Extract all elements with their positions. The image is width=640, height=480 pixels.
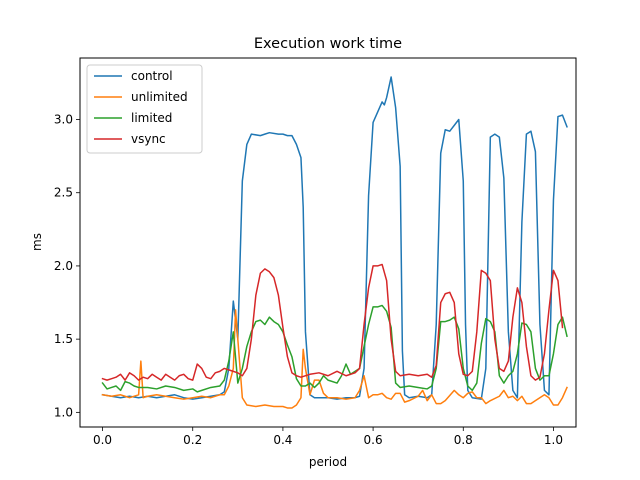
x-tick-label: 0.0 [93,433,112,447]
y-axis-ticks: 1.0 1.5 2.0 2.5 3.0 [54,113,80,419]
series-layer [101,76,568,409]
legend: control unlimited limited vsync [86,64,203,154]
legend-label-vsync: vsync [131,132,166,146]
x-tick-label: 1.0 [544,433,563,447]
series-line-unlimited [101,309,568,409]
x-tick-label: 0.4 [273,433,292,447]
y-tick-label: 3.0 [54,113,73,127]
x-axis-ticks: 0.0 0.2 0.4 0.6 0.8 1.0 [93,427,563,447]
y-tick-label: 2.0 [54,259,73,273]
y-axis-label: ms [30,233,44,251]
y-tick-label: 2.5 [54,186,73,200]
legend-label-limited: limited [131,111,172,125]
y-tick-label: 1.0 [54,405,73,419]
legend-label-unlimited: unlimited [131,90,188,104]
series-line-control [101,76,568,400]
plot-frame [79,57,577,428]
x-tick-label: 0.2 [183,433,202,447]
y-tick-label: 1.5 [54,332,73,346]
x-tick-label: 0.6 [364,433,383,447]
chart-title: Execution work time [254,36,402,52]
x-tick-label: 0.8 [454,433,473,447]
legend-box [86,64,203,154]
series-line-vsync [101,263,564,381]
legend-label-control: control [131,69,173,83]
x-axis-label: period [309,455,347,469]
